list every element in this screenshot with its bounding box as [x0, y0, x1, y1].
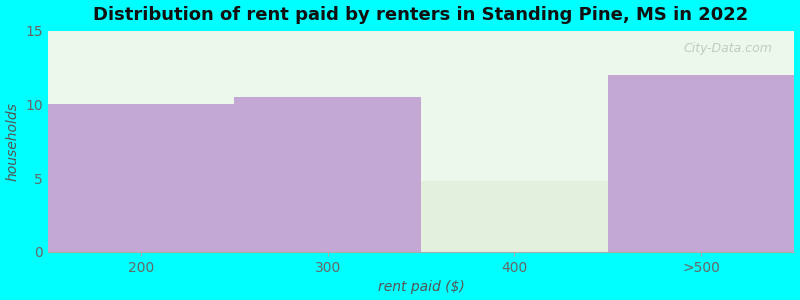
Bar	[47, 104, 234, 252]
Bar	[608, 75, 794, 252]
Title: Distribution of rent paid by renters in Standing Pine, MS in 2022: Distribution of rent paid by renters in …	[94, 6, 749, 24]
X-axis label: rent paid ($): rent paid ($)	[378, 280, 464, 294]
Y-axis label: households: households	[6, 102, 19, 181]
Text: City-Data.com: City-Data.com	[683, 42, 772, 55]
Bar	[234, 97, 421, 252]
Bar	[421, 181, 608, 252]
